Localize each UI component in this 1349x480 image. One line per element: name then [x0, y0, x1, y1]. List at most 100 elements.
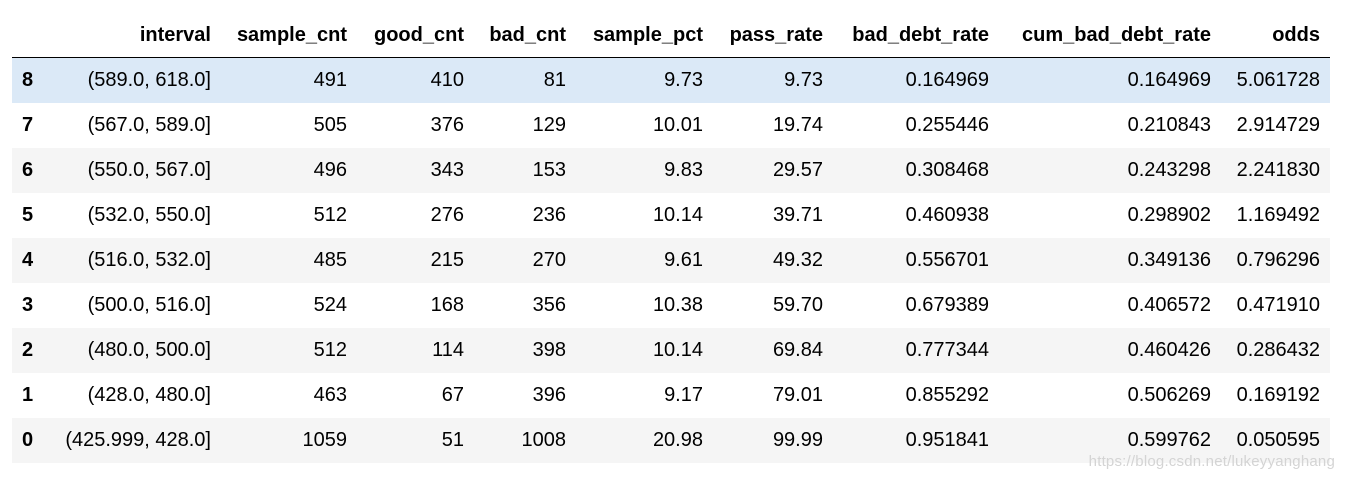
cell-sample-pct: 10.38: [652, 294, 703, 316]
column-header-cum-bad-debt-rate: cum_bad_debt_rate: [999, 13, 1221, 58]
table-body: 8 (589.0, 618.0] 491 410 81 9.73 9.73 0.…: [12, 57, 1330, 463]
cell-pass-rate: 39.71: [772, 204, 823, 226]
row-index: 1: [22, 384, 34, 406]
cell-pass-rate: 79.01: [772, 384, 823, 406]
cell-sample-cnt: 512: [313, 204, 347, 226]
column-header-bad-cnt: bad_cnt: [474, 13, 576, 58]
column-header-sample-cnt: sample_cnt: [221, 13, 357, 58]
dataframe-table: interval sample_cnt good_cnt bad_cnt sam…: [12, 13, 1330, 463]
cell-sample-pct: 10.14: [652, 339, 703, 361]
cell-good-cnt: 51: [441, 429, 464, 451]
table-header: interval sample_cnt good_cnt bad_cnt sam…: [12, 13, 1330, 58]
cell-bad-cnt: 270: [532, 249, 566, 271]
cell-odds: 0.050595: [1236, 429, 1320, 451]
cell-sample-cnt: 505: [313, 114, 347, 136]
cell-bad-cnt: 236: [532, 204, 566, 226]
cell-odds: 0.286432: [1236, 339, 1320, 361]
column-header-pass-rate: pass_rate: [713, 13, 833, 58]
cell-cum-bad-debt-rate: 0.406572: [1127, 294, 1211, 316]
cell-bad-debt-rate: 0.951841: [905, 429, 989, 451]
cell-good-cnt: 376: [430, 114, 464, 136]
cell-interval: (550.0, 567.0]: [87, 159, 211, 181]
table-row[interactable]: 1 (428.0, 480.0] 463 67 396 9.17 79.01 0…: [12, 373, 1330, 418]
header-row: interval sample_cnt good_cnt bad_cnt sam…: [12, 13, 1330, 58]
row-index: 3: [22, 294, 34, 316]
cell-odds: 1.169492: [1236, 204, 1320, 226]
cell-sample-cnt: 485: [313, 249, 347, 271]
cell-odds: 2.241830: [1236, 159, 1320, 181]
cell-good-cnt: 114: [432, 339, 464, 361]
cell-sample-cnt: 491: [313, 69, 347, 91]
cell-sample-cnt: 496: [313, 159, 347, 181]
table-row[interactable]: 7 (567.0, 589.0] 505 376 129 10.01 19.74…: [12, 103, 1330, 148]
cell-good-cnt: 410: [430, 69, 464, 91]
cell-bad-cnt: 129: [532, 114, 566, 136]
cell-bad-cnt: 81: [543, 69, 566, 91]
cell-bad-cnt: 398: [532, 339, 566, 361]
cell-good-cnt: 168: [430, 294, 464, 316]
cell-odds: 0.471910: [1236, 294, 1320, 316]
table-row[interactable]: 8 (589.0, 618.0] 491 410 81 9.73 9.73 0.…: [12, 57, 1330, 103]
cell-sample-pct: 20.98: [652, 429, 703, 451]
cell-good-cnt: 215: [430, 249, 464, 271]
cell-cum-bad-debt-rate: 0.298902: [1127, 204, 1211, 226]
table-row[interactable]: 3 (500.0, 516.0] 524 168 356 10.38 59.70…: [12, 283, 1330, 328]
cell-pass-rate: 19.74: [772, 114, 823, 136]
cell-interval: (500.0, 516.0]: [87, 294, 211, 316]
cell-interval: (425.999, 428.0]: [65, 429, 211, 451]
column-header-odds: odds: [1221, 13, 1330, 58]
cell-good-cnt: 67: [441, 384, 464, 406]
cell-pass-rate: 9.73: [784, 69, 823, 91]
cell-interval: (589.0, 618.0]: [87, 69, 211, 91]
cell-odds: 5.061728: [1236, 69, 1320, 91]
cell-interval: (532.0, 550.0]: [87, 204, 211, 226]
cell-sample-cnt: 463: [313, 384, 347, 406]
cell-sample-cnt: 512: [313, 339, 347, 361]
cell-interval: (567.0, 589.0]: [87, 114, 211, 136]
cell-cum-bad-debt-rate: 0.210843: [1127, 114, 1211, 136]
cell-cum-bad-debt-rate: 0.164969: [1127, 69, 1211, 91]
row-index: 0: [22, 429, 34, 451]
table-row[interactable]: 4 (516.0, 532.0] 485 215 270 9.61 49.32 …: [12, 238, 1330, 283]
cell-bad-debt-rate: 0.855292: [905, 384, 989, 406]
row-index: 8: [22, 69, 34, 91]
row-index: 4: [22, 249, 34, 271]
cell-sample-pct: 10.14: [652, 204, 703, 226]
row-index: 2: [22, 339, 34, 361]
cell-sample-pct: 9.83: [664, 159, 703, 181]
cell-sample-pct: 9.17: [664, 384, 703, 406]
column-header-bad-debt-rate: bad_debt_rate: [833, 13, 999, 58]
table-row[interactable]: 0 (425.999, 428.0] 1059 51 1008 20.98 99…: [12, 418, 1330, 463]
row-index: 5: [22, 204, 34, 226]
column-header-sample-pct: sample_pct: [576, 13, 713, 58]
cell-good-cnt: 343: [430, 159, 464, 181]
cell-odds: 0.796296: [1236, 249, 1320, 271]
cell-sample-cnt: 524: [313, 294, 347, 316]
cell-odds: 2.914729: [1236, 114, 1320, 136]
cell-sample-pct: 9.61: [664, 249, 703, 271]
cell-pass-rate: 69.84: [772, 339, 823, 361]
cell-bad-cnt: 396: [532, 384, 566, 406]
column-header-good-cnt: good_cnt: [357, 13, 474, 58]
cell-pass-rate: 49.32: [772, 249, 823, 271]
cell-interval: (428.0, 480.0]: [87, 384, 211, 406]
cell-cum-bad-debt-rate: 0.460426: [1127, 339, 1211, 361]
cell-bad-debt-rate: 0.164969: [905, 69, 989, 91]
cell-bad-cnt: 356: [532, 294, 566, 316]
cell-bad-debt-rate: 0.255446: [905, 114, 989, 136]
cell-pass-rate: 99.99: [772, 429, 823, 451]
cell-bad-debt-rate: 0.460938: [905, 204, 989, 226]
cell-bad-debt-rate: 0.777344: [905, 339, 989, 361]
table-row[interactable]: 5 (532.0, 550.0] 512 276 236 10.14 39.71…: [12, 193, 1330, 238]
cell-cum-bad-debt-rate: 0.506269: [1127, 384, 1211, 406]
table-row[interactable]: 2 (480.0, 500.0] 512 114 398 10.14 69.84…: [12, 328, 1330, 373]
row-index: 7: [22, 114, 34, 136]
cell-cum-bad-debt-rate: 0.349136: [1127, 249, 1211, 271]
cell-sample-pct: 9.73: [664, 69, 703, 91]
dataframe-output: interval sample_cnt good_cnt bad_cnt sam…: [12, 13, 1330, 463]
table-row[interactable]: 6 (550.0, 567.0] 496 343 153 9.83 29.57 …: [12, 148, 1330, 193]
cell-good-cnt: 276: [430, 204, 464, 226]
cell-bad-debt-rate: 0.679389: [905, 294, 989, 316]
watermark: https://blog.csdn.net/lukeyyanghang: [1088, 453, 1335, 470]
cell-pass-rate: 59.70: [772, 294, 823, 316]
